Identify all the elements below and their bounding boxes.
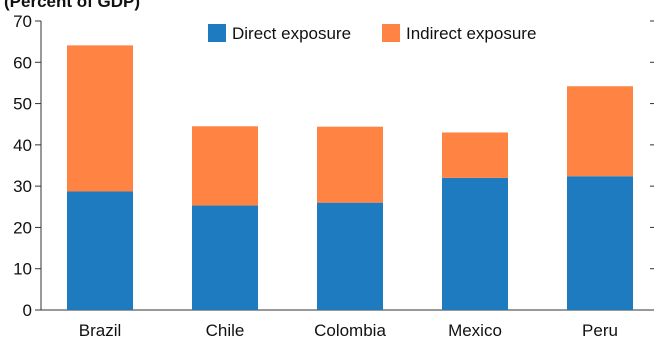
y-tick-label: 30: [13, 177, 32, 196]
bars: [67, 45, 633, 310]
axes: 0 10 20 30 40 50 60 70 Brazil Chile Colombia Mexico…: [13, 12, 654, 340]
y-tick-label: 70: [13, 12, 32, 31]
bar-mexico-indirect: [442, 132, 508, 178]
bar-chile-indirect: [192, 126, 258, 206]
y-tick-label: 0: [23, 301, 32, 320]
bar-peru-indirect: [567, 86, 633, 177]
legend-label: Indirect exposure: [406, 24, 536, 43]
y-tick-label: 50: [13, 95, 32, 114]
bar-colombia-direct: [317, 202, 383, 310]
y-tick-label: 20: [13, 218, 32, 237]
y-tick-label: 40: [13, 136, 32, 155]
legend-swatch: [208, 24, 226, 42]
legend-swatch: [382, 24, 400, 42]
x-category-label: Chile: [206, 321, 245, 340]
bar-brazil-indirect: [67, 45, 133, 192]
x-category-label: Brazil: [79, 321, 122, 340]
x-category-label: Peru: [582, 321, 618, 340]
legend-label: Direct exposure: [232, 24, 351, 43]
bar-mexico-direct: [442, 177, 508, 310]
x-category-label: Colombia: [314, 321, 386, 340]
bar-brazil-direct: [67, 191, 133, 310]
y-tick-label: 10: [13, 260, 32, 279]
bar-chile-direct: [192, 205, 258, 310]
bar-peru-direct: [567, 176, 633, 310]
chart-subtitle: (Percent of GDP): [4, 0, 140, 11]
x-category-label: Mexico: [448, 321, 502, 340]
legend: Direct exposure Indirect exposure: [208, 24, 536, 43]
bar-colombia-indirect: [317, 126, 383, 203]
y-tick-label: 60: [13, 53, 32, 72]
